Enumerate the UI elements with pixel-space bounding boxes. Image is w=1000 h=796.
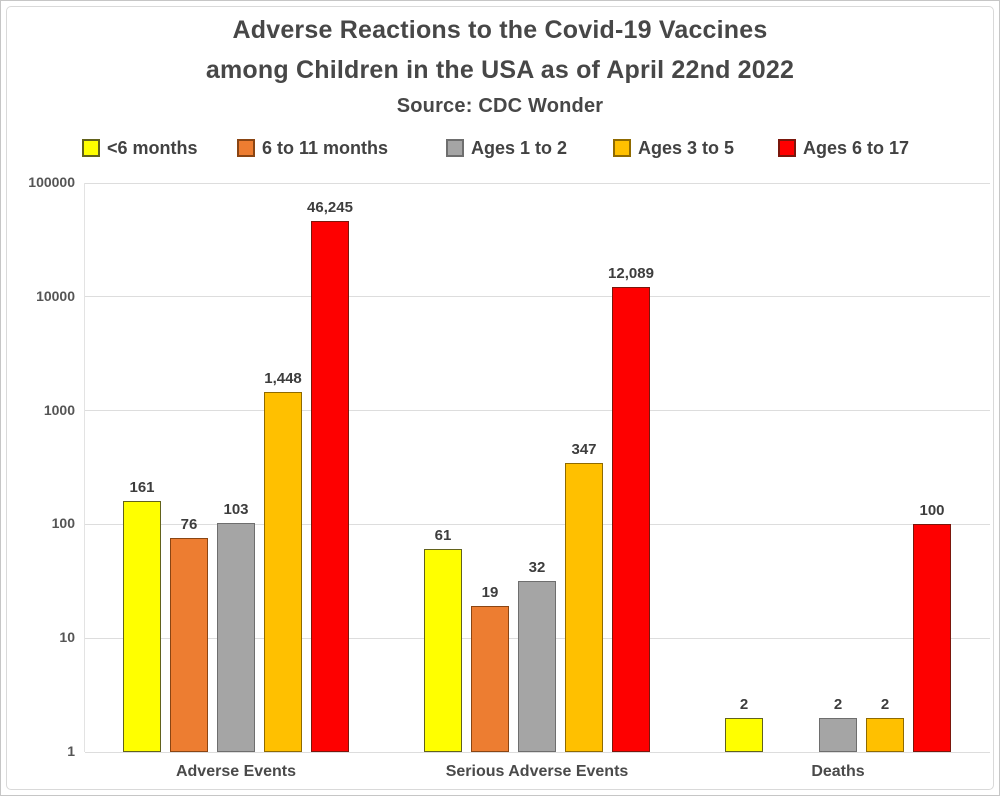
chart-title-line1: Adverse Reactions to the Covid-19 Vaccin…: [232, 16, 768, 44]
chart-source: Source: CDC Wonder: [396, 95, 604, 117]
y-axis-tick-label: 1: [67, 743, 75, 759]
legend-label: 6 to 11 months: [262, 137, 389, 158]
bar-value-label: 19: [481, 584, 499, 602]
legend-swatch-icon: [237, 139, 255, 157]
y-axis-tick-label: 1000: [43, 401, 75, 418]
legend-item: Ages 6 to 17: [778, 136, 909, 160]
legend-swatch-icon: [82, 139, 100, 157]
bar-ages-6-to-17: [612, 287, 650, 752]
bar-value-label: 2: [739, 695, 749, 713]
bar-ages-3-to-5: [866, 717, 904, 752]
bar-ages-6-to-17: [311, 221, 349, 752]
bar-value-label: 1,448: [264, 370, 302, 388]
bar-value-label: 347: [571, 440, 597, 458]
bar-value-label: 2: [833, 695, 843, 713]
chart-title-line2: among Children in the USA as of April 22…: [205, 56, 795, 84]
grid-line: [85, 182, 990, 184]
bar-value-label: 161: [129, 478, 155, 496]
bar-ages-1-to-2: [518, 580, 556, 752]
y-axis-line: [84, 183, 85, 752]
legend-item: Ages 3 to 5: [613, 136, 734, 160]
x-axis-category-label: Deaths: [811, 763, 865, 780]
legend-label: Ages 6 to 17: [803, 137, 910, 158]
bar-value-label: 103: [223, 500, 249, 518]
legend-item: 6 to 11 months: [237, 136, 388, 160]
grid-line: [85, 523, 990, 525]
x-axis-category-label: Serious Adverse Events: [445, 763, 629, 780]
bar-value-label: 100: [919, 502, 945, 520]
bar-ages-1-to-2: [819, 717, 857, 752]
y-axis-tick-label: 10000: [36, 287, 75, 304]
legend-label: Ages 3 to 5: [638, 137, 735, 158]
legend-swatch-icon: [778, 139, 796, 157]
bar-value-label: 12,089: [608, 265, 654, 283]
y-axis-tick-label: 100000: [28, 174, 75, 190]
bar-ages-1-to-2: [217, 522, 255, 752]
legend-label: Ages 1 to 2: [471, 137, 568, 158]
legend-swatch-icon: [446, 139, 464, 157]
bar-6-to-11-months: [170, 537, 208, 752]
bar-value-label: 61: [434, 526, 452, 544]
y-axis-tick-label: 10: [59, 629, 75, 646]
bar-value-label: 32: [528, 558, 546, 576]
legend-swatch-icon: [613, 139, 631, 157]
legend-item: <6 months: [82, 136, 198, 160]
bar-value-label: 2: [880, 695, 890, 713]
bar-ages-3-to-5: [565, 462, 603, 752]
legend-item: Ages 1 to 2: [446, 136, 567, 160]
bar-value-label: 46,245: [307, 199, 353, 217]
bar--6-months: [123, 500, 161, 752]
bar-ages-3-to-5: [264, 392, 302, 752]
bar-ages-6-to-17: [913, 524, 951, 752]
plot-area: 100000 10000 1000 100 10 1 161 61 2 76 19 103 32 2 1,4…: [28, 174, 990, 780]
grid-line: [85, 296, 990, 298]
grid-line: [85, 751, 990, 753]
y-axis-tick-label: 100: [51, 515, 75, 532]
grid-line: [85, 410, 990, 412]
bar-6-to-11-months: [471, 606, 509, 752]
legend-label: <6 months: [107, 137, 198, 158]
bar--6-months: [424, 548, 462, 752]
x-axis-category-label: Adverse Events: [175, 763, 297, 780]
bar--6-months: [725, 717, 763, 752]
bar-value-label: 76: [180, 515, 198, 533]
